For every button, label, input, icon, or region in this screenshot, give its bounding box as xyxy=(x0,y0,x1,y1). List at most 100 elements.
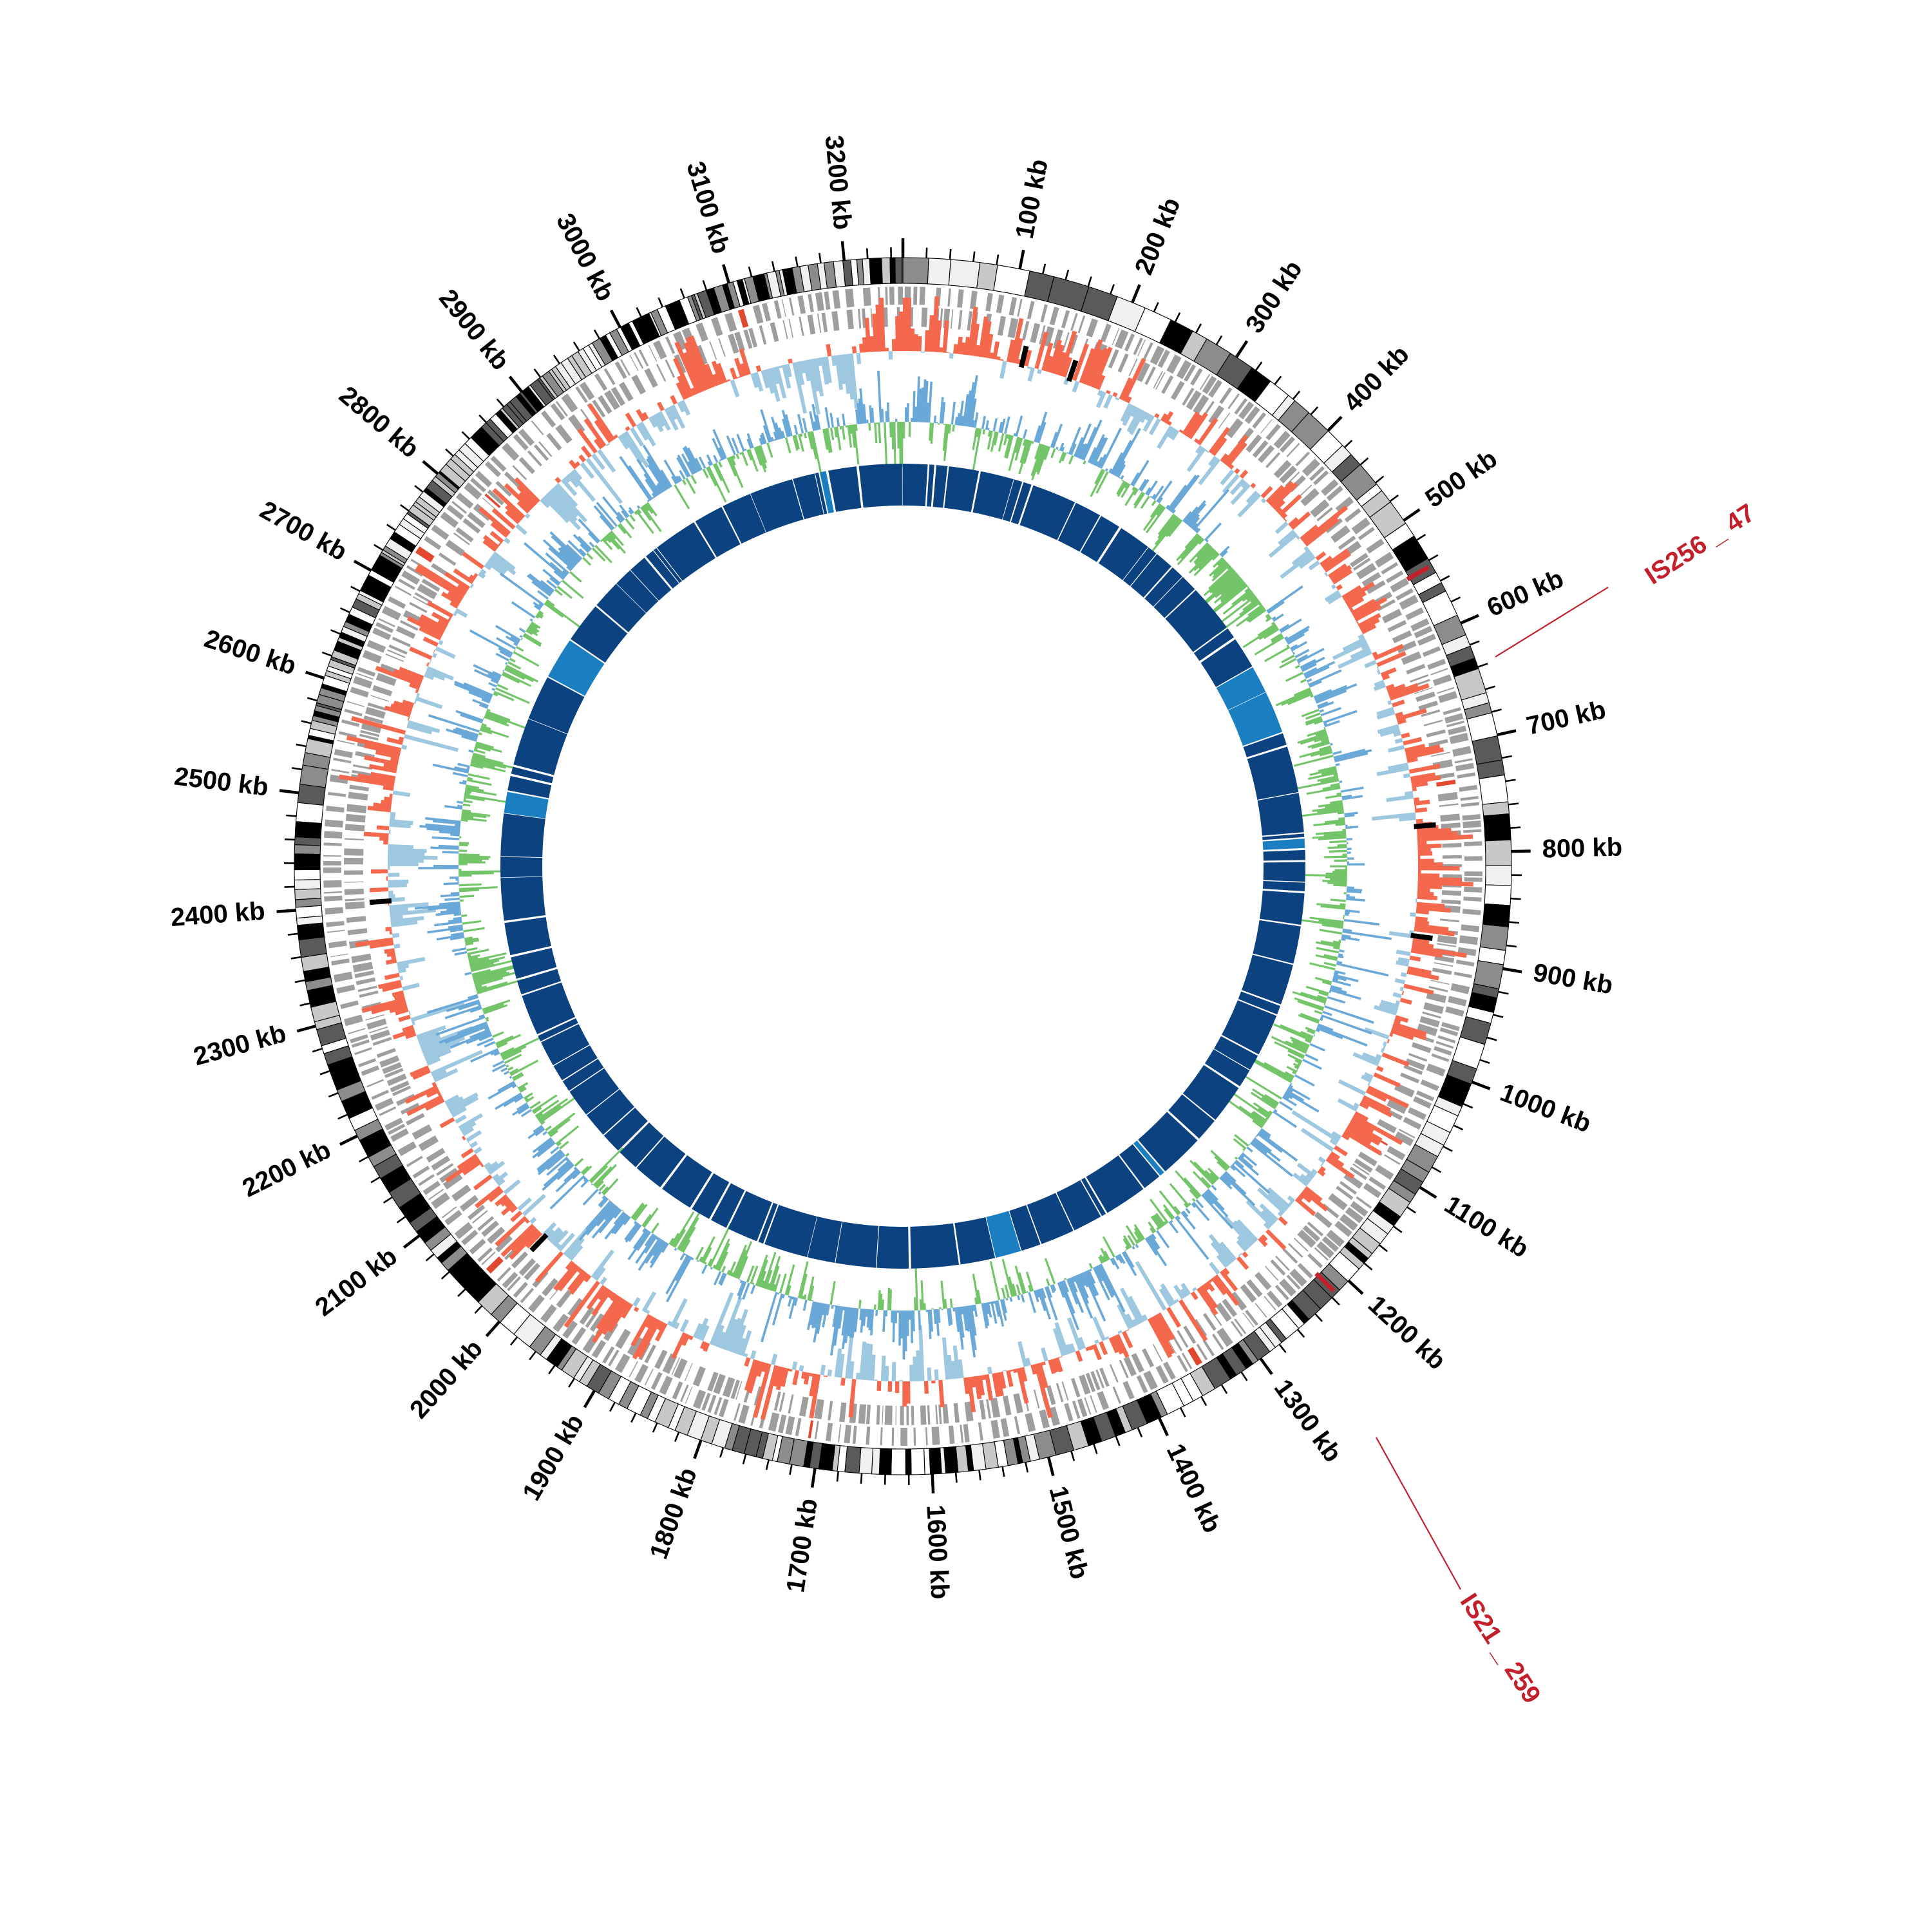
gene-feature xyxy=(985,292,993,312)
histogram-bin xyxy=(1112,1257,1120,1270)
histogram-bin xyxy=(1208,1234,1235,1264)
histogram-bin xyxy=(838,1306,844,1329)
histogram-bin xyxy=(1025,1271,1034,1292)
histogram-bin xyxy=(1319,1166,1326,1173)
gene-feature xyxy=(607,1349,620,1367)
annotation-label[interactable]: IS256 _ 47 xyxy=(1640,498,1760,590)
histogram-bin xyxy=(574,461,581,468)
gene-feature xyxy=(662,1353,677,1374)
histogram-bin xyxy=(1373,1072,1401,1088)
histogram-bin xyxy=(1092,1267,1110,1301)
histogram-bin xyxy=(1299,747,1332,759)
histogram-bin xyxy=(1416,902,1445,909)
histogram-bin xyxy=(505,666,534,683)
histogram-bin xyxy=(1211,584,1248,614)
histogram-bin xyxy=(793,424,799,435)
histogram-bin xyxy=(580,462,595,479)
histogram-bin xyxy=(531,580,551,597)
histogram-bin xyxy=(1284,636,1289,640)
gene-feature xyxy=(362,650,382,664)
gene-feature xyxy=(1381,609,1403,623)
histogram-bin xyxy=(407,720,440,734)
histogram-bin xyxy=(1392,699,1405,708)
gene-feature xyxy=(461,1229,478,1245)
histogram-bin xyxy=(388,829,391,834)
histogram-bin xyxy=(496,1034,522,1047)
histogram-bin xyxy=(1204,449,1209,453)
histogram-bin xyxy=(598,1191,602,1195)
gene-feature xyxy=(1461,924,1480,933)
histogram-bin xyxy=(1077,1336,1086,1350)
karyotype-block xyxy=(891,1448,906,1475)
cds-block xyxy=(910,1223,960,1269)
gene-feature xyxy=(475,471,493,488)
histogram-bin xyxy=(1297,647,1325,664)
gene-feature xyxy=(395,585,412,596)
gene-feature xyxy=(365,706,386,719)
gene-feature xyxy=(398,578,415,590)
histogram-bin xyxy=(1210,1241,1231,1266)
histogram-bin xyxy=(1249,1142,1293,1177)
cds-block xyxy=(1222,1000,1277,1055)
gene-feature xyxy=(438,552,457,566)
histogram-bin xyxy=(1307,681,1309,685)
histogram-bin xyxy=(822,1303,828,1328)
histogram-bin xyxy=(770,1265,780,1291)
cds-block xyxy=(1144,567,1182,607)
histogram-bin xyxy=(920,351,925,353)
histogram-bin xyxy=(1247,1057,1292,1083)
histogram-bin xyxy=(1041,1347,1048,1362)
histogram-bin xyxy=(1139,411,1149,423)
gene-feature xyxy=(692,1389,706,1409)
histogram-bin xyxy=(1334,749,1372,761)
histogram-bin xyxy=(472,963,522,978)
histogram-bin xyxy=(522,634,542,647)
histogram-bin xyxy=(1018,1341,1028,1367)
histogram-bin xyxy=(1330,987,1347,994)
gene-feature xyxy=(967,311,972,331)
histogram-bin xyxy=(1294,649,1310,659)
histogram-bin xyxy=(1291,1110,1340,1143)
gene-feature xyxy=(644,1368,654,1386)
histogram-bin xyxy=(1411,945,1467,958)
annotation-label[interactable]: IS21 _ 259 xyxy=(1455,1589,1546,1709)
axis-tick-label: 600 kb xyxy=(1483,564,1568,622)
histogram-bin xyxy=(495,1035,514,1045)
histogram-bin xyxy=(985,334,994,359)
histogram-bin xyxy=(1247,604,1264,616)
gene-feature xyxy=(1109,1364,1119,1383)
gene-feature xyxy=(412,1166,430,1179)
gene-feature xyxy=(838,1402,847,1423)
histogram-bin xyxy=(1093,437,1108,466)
histogram-bin xyxy=(1204,1170,1217,1182)
gene-feature xyxy=(821,312,828,332)
histogram-bin xyxy=(1315,1028,1320,1032)
histogram-bin xyxy=(935,422,938,424)
minor-tick xyxy=(425,1253,435,1262)
gene-feature xyxy=(807,314,816,335)
histogram-bin xyxy=(1160,413,1168,422)
histogram-bin xyxy=(457,583,468,594)
histogram-bin xyxy=(711,361,724,385)
histogram-bin xyxy=(1082,419,1103,461)
gene-feature xyxy=(444,1209,462,1226)
histogram-bin xyxy=(1309,768,1337,776)
histogram-bin xyxy=(527,626,538,634)
histogram-bin xyxy=(862,1309,867,1327)
major-tick xyxy=(1131,284,1141,303)
histogram-bin xyxy=(1289,1084,1293,1088)
histogram-bin xyxy=(730,1309,748,1353)
minor-tick xyxy=(533,368,542,378)
histogram-bin xyxy=(1315,830,1347,835)
histogram-bin xyxy=(1365,1088,1387,1103)
gene-feature xyxy=(1387,1146,1406,1160)
histogram-bin xyxy=(1300,678,1307,683)
gene-feature xyxy=(1398,1128,1416,1139)
gene-feature xyxy=(490,455,507,472)
histogram-bin xyxy=(1334,869,1347,871)
histogram-bin xyxy=(448,616,452,621)
histogram-bin xyxy=(858,343,864,353)
histogram-bin xyxy=(933,1309,937,1324)
histogram-bin xyxy=(636,505,641,509)
histogram-bin xyxy=(1001,1287,1006,1299)
